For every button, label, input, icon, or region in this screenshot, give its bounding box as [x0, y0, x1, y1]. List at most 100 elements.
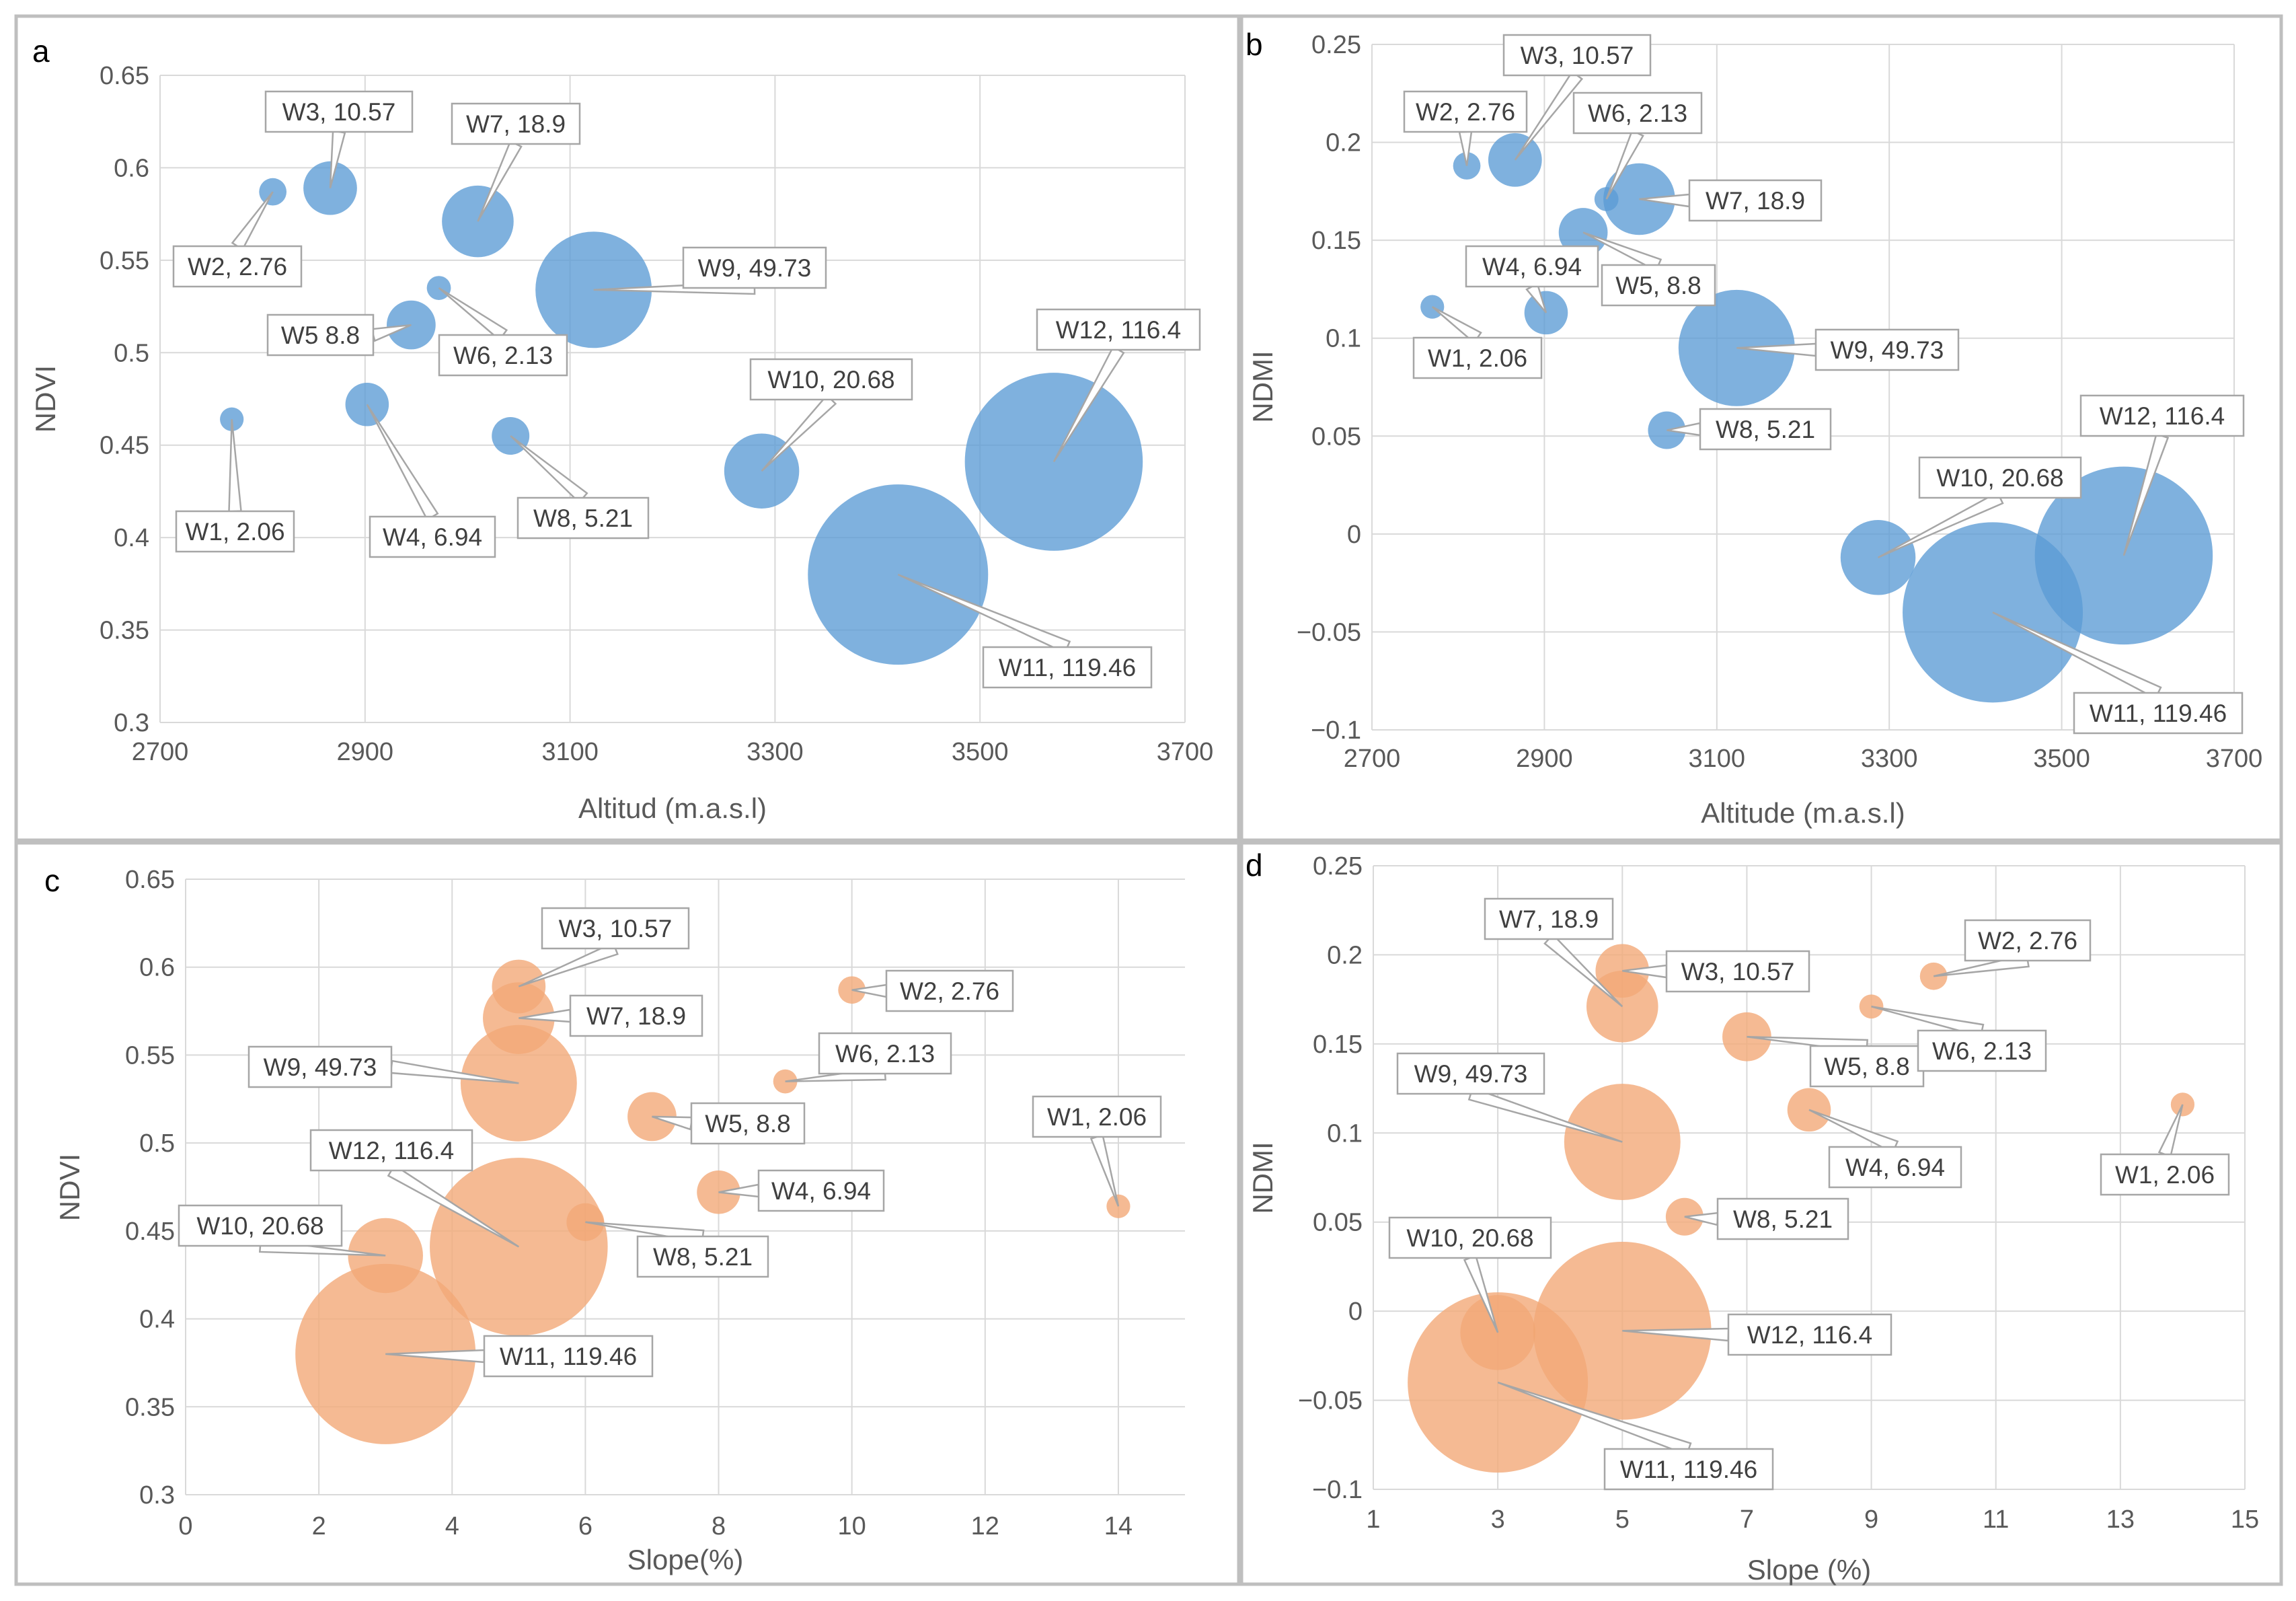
callout-box-w12 — [309, 1129, 473, 1172]
callout-box-w9 — [682, 246, 827, 289]
callout-box-w2 — [885, 969, 1014, 1012]
callout-box-w10 — [749, 358, 913, 401]
x-tick-label: 0 — [178, 1512, 192, 1540]
panel-letter: b — [1246, 27, 1263, 62]
callout-label-w4: W4, 6.94 — [1482, 253, 1582, 281]
callout-label-w4: W4, 6.94 — [1845, 1154, 1945, 1181]
y-tick-label: −0.1 — [1312, 1476, 1363, 1504]
callout-label-w12: W12, 116.4 — [1056, 316, 1181, 344]
x-tick-label: 14 — [1104, 1512, 1133, 1540]
x-tick-label: 2700 — [132, 738, 189, 766]
callout-label-w11: W11, 119.46 — [1620, 1456, 1757, 1483]
x-tick-label: 3100 — [541, 738, 599, 766]
callout-box-w1 — [2100, 1153, 2230, 1196]
panel-letter: c — [44, 863, 60, 898]
x-tick-label: 3 — [1491, 1505, 1505, 1534]
callout-box-w12 — [1727, 1313, 1892, 1356]
callout-label-w1: W1, 2.06 — [2115, 1161, 2215, 1189]
x-tick-label: 2900 — [337, 738, 394, 766]
x-axis-title: Altitud (m.a.s.l) — [578, 792, 767, 824]
x-axis-title: Slope (%) — [1747, 1554, 1871, 1586]
callout-label-w9: W9, 49.73 — [1414, 1060, 1528, 1088]
x-tick-label: 3300 — [747, 738, 804, 766]
chart-panel-a: 0.3 0.35 0.4 0.45 0.5 0.55 0.6 0.65 2700 2900 3100… — [30, 34, 1213, 824]
x-axis-title: Slope(%) — [627, 1544, 744, 1575]
y-tick-label: 0.05 — [1313, 1209, 1363, 1237]
x-tick-label: 3500 — [952, 738, 1009, 766]
x-axis-title: Altitude (m.a.s.l) — [1701, 797, 1905, 829]
callout-box-w7 — [1688, 179, 1823, 222]
callout-box-w5 — [266, 313, 375, 357]
callout-box-w10 — [178, 1204, 343, 1247]
x-tick-label: 10 — [838, 1512, 866, 1540]
x-tick-label: 2700 — [1344, 745, 1401, 773]
callout-box-w2 — [172, 245, 303, 288]
callout-label-w11: W11, 119.46 — [2090, 700, 2227, 727]
y-tick-label: 0.3 — [139, 1481, 175, 1510]
callout-label-w5: W5, 8.8 — [705, 1110, 791, 1138]
chart-panel-b: −0.1 −0.05 0 0.05 0.1 0.15 0.2 0.25 2700 2900 3100… — [1246, 27, 2262, 829]
callout-box-w7 — [1484, 897, 1614, 940]
callout-box-w11 — [982, 646, 1153, 689]
callout-box-w10 — [1918, 456, 2082, 499]
callout-box-w3 — [1502, 34, 1652, 77]
callout-label-w9: W9, 49.73 — [698, 254, 812, 282]
callout-label-w7: W7, 18.9 — [1706, 187, 1805, 215]
callout-box-w12 — [1036, 308, 1201, 351]
callout-label-w6: W6, 2.13 — [453, 342, 553, 369]
x-tick-label: 2 — [312, 1512, 326, 1540]
callout-label-w10: W10, 20.68 — [1936, 464, 2063, 492]
x-tick-label: 12 — [971, 1512, 999, 1540]
callout-box-w5 — [690, 1102, 806, 1145]
x-tick-label: 11 — [1983, 1505, 2009, 1534]
callout-label-w1: W1, 2.06 — [185, 518, 284, 546]
callout-label-w10: W10, 20.68 — [767, 366, 894, 394]
callout-label-w6: W6, 2.13 — [835, 1040, 935, 1068]
y-tick-label: 0.6 — [139, 954, 175, 982]
callout-label-w10: W10, 20.68 — [196, 1212, 323, 1240]
x-tick-label: 3100 — [1689, 745, 1746, 773]
callout-label-w12: W12, 116.4 — [2100, 402, 2225, 430]
callout-label-w12: W12, 116.4 — [1747, 1321, 1872, 1349]
panel-letter: a — [32, 34, 50, 69]
x-tick-label: 3700 — [1157, 738, 1214, 766]
callout-box-w3 — [1665, 950, 1810, 993]
callout-label-w7: W7, 18.9 — [1499, 905, 1599, 933]
callout-box-w6 — [1572, 91, 1703, 135]
callout-box-w9 — [1814, 328, 1960, 371]
x-tick-label: 15 — [2231, 1505, 2259, 1534]
callout-box-w1 — [1412, 336, 1543, 379]
callout-box-w1 — [175, 510, 295, 553]
y-tick-label: 0.1 — [1326, 325, 1361, 353]
callout-label-w2: W2, 2.76 — [900, 977, 999, 1005]
x-tick-label: 2900 — [1516, 745, 1573, 773]
callout-box-w11 — [2073, 692, 2244, 735]
y-tick-label: 0.15 — [1311, 227, 1361, 255]
callout-box-w2 — [1964, 919, 2092, 962]
y-tick-label: −0.05 — [1297, 618, 1361, 646]
callout-box-w4 — [369, 515, 496, 558]
callout-label-w3: W3, 10.57 — [1681, 958, 1795, 985]
callout-box-w11 — [483, 1335, 654, 1378]
y-axis-title: NDVI — [30, 365, 61, 433]
y-axis-title: NDMI — [1247, 350, 1278, 422]
callout-label-w12: W12, 116.4 — [329, 1137, 454, 1164]
y-tick-label: 0.5 — [139, 1129, 175, 1158]
y-tick-label: 0.2 — [1327, 941, 1363, 969]
x-tick-label: 9 — [1864, 1505, 1878, 1534]
callout-box-w12 — [2079, 394, 2245, 437]
callout-box-w11 — [1603, 1448, 1774, 1491]
callout-box-w4 — [757, 1169, 885, 1212]
y-tick-label: 0.25 — [1311, 31, 1361, 59]
callout-label-w8: W8, 5.21 — [533, 505, 633, 532]
x-tick-label: 3700 — [2206, 745, 2263, 773]
callout-box-w7 — [451, 102, 581, 145]
y-tick-label: 0.15 — [1313, 1031, 1363, 1059]
y-axis-title: NDMI — [1247, 1142, 1278, 1214]
callout-box-w9 — [1396, 1052, 1545, 1095]
callout-label-w1: W1, 2.06 — [1047, 1103, 1147, 1131]
y-tick-label: 0.4 — [114, 524, 149, 552]
callout-label-w2: W2, 2.76 — [1978, 927, 2077, 955]
callout-label-w3: W3, 10.57 — [282, 98, 396, 126]
